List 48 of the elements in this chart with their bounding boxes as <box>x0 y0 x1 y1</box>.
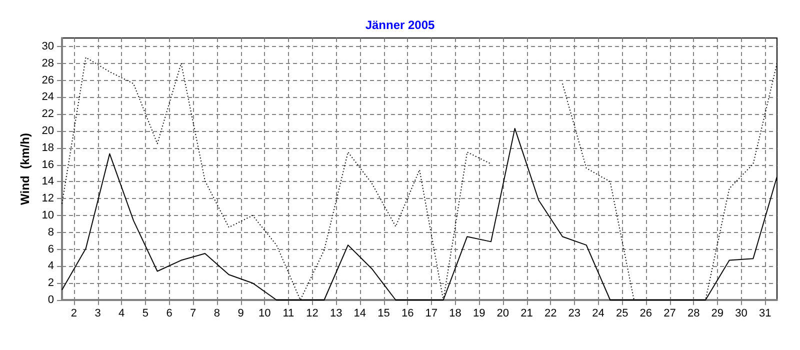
x-tick-label: 4 <box>118 308 125 320</box>
y-tick-label: 14 <box>42 176 54 188</box>
y-tick-label: 16 <box>42 158 54 171</box>
x-tick-label: 8 <box>214 308 220 320</box>
x-tick-label: 16 <box>401 308 414 320</box>
x-tick-label: 9 <box>238 308 244 320</box>
x-tick-label: 26 <box>640 308 652 320</box>
x-tick-label: 21 <box>520 308 533 320</box>
x-tick-label: 24 <box>592 308 604 320</box>
y-tick-label: 8 <box>48 226 54 238</box>
y-tick-label: 24 <box>42 91 54 104</box>
x-tick-label: 3 <box>94 308 101 320</box>
y-tick-label: 10 <box>42 209 54 222</box>
y-tick-label: 0 <box>48 294 54 306</box>
x-tick-label: 17 <box>425 308 438 320</box>
x-tick-label: 19 <box>472 308 486 320</box>
x-tick-label: 14 <box>354 308 366 320</box>
x-tick-label: 29 <box>711 308 724 320</box>
x-tick-label: 30 <box>735 308 748 320</box>
x-tick-label: 20 <box>496 308 510 320</box>
y-tick-label: 18 <box>42 142 54 154</box>
chart-title: Jänner 2005 <box>365 18 436 32</box>
y-tick-label: 2 <box>48 277 54 290</box>
y-tick-label: 28 <box>42 57 54 70</box>
x-tick-label: 18 <box>449 308 462 320</box>
y-tick-label: 30 <box>42 40 54 52</box>
x-tick-label: 5 <box>142 308 148 320</box>
x-tick-label: 28 <box>687 308 700 320</box>
y-tick-label: 4 <box>48 260 54 272</box>
x-tick-label: 15 <box>378 308 390 320</box>
x-tick-label: 23 <box>568 308 581 320</box>
y-tick-label: 12 <box>42 192 54 205</box>
x-tick-label: 27 <box>664 308 676 320</box>
y-tick-label: 22 <box>42 108 54 120</box>
x-tick-label: 12 <box>306 308 318 320</box>
x-tick-label: 31 <box>758 308 772 320</box>
x-tick-label: 7 <box>190 308 196 320</box>
y-tick-label: 26 <box>42 74 54 86</box>
x-tick-label: 11 <box>282 308 294 320</box>
y-tick-label: 6 <box>48 243 54 256</box>
x-tick-label: 22 <box>544 308 557 320</box>
y-tick-label: 20 <box>42 124 54 137</box>
x-tick-label: 10 <box>258 308 271 320</box>
x-tick-label: 13 <box>330 308 342 320</box>
y-axis-title: Wind (km/h) <box>18 133 32 205</box>
x-tick-label: 2 <box>70 308 77 320</box>
x-tick-label: 25 <box>616 308 628 320</box>
x-tick-label: 6 <box>166 308 172 320</box>
